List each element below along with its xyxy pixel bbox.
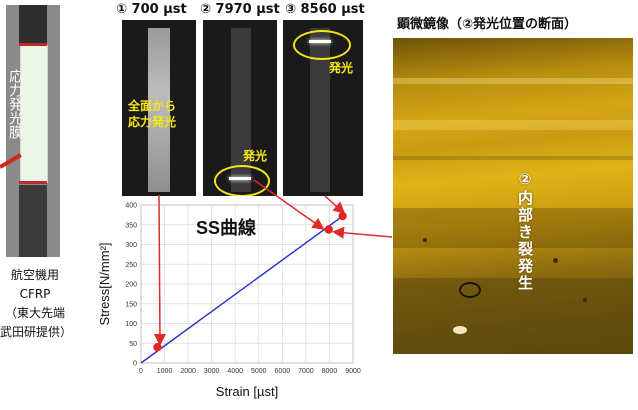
- highlight-ellipse: [293, 30, 351, 60]
- panel-2-text: 発光: [243, 149, 268, 163]
- highlight-ellipse: [214, 165, 270, 196]
- dim-specimen: [310, 28, 330, 192]
- microscope-title: 顕微鏡像（②発光位置の断面）: [397, 17, 578, 32]
- tick-labels: 0 1000 2000 3000 4000 5000 6000 7000 8000 9000 0 50…: [125, 203, 361, 376]
- chart-title: SS曲線: [196, 217, 256, 238]
- red-mark-bottom: [19, 181, 47, 184]
- panel-title-2: ② 7970 µst: [200, 2, 280, 17]
- specimen-tab-bottom: [19, 185, 47, 257]
- arrow-panel3-to-point: [324, 195, 346, 214]
- ss-curve-chart: 0 1000 2000 3000 4000 5000 6000 7000 8000 9000 0 50…: [93, 196, 383, 406]
- red-mark-top: [19, 43, 47, 46]
- texture-band: [393, 78, 633, 84]
- x-axis-label: Strain [µst]: [216, 384, 278, 399]
- x-tick-label: 2000: [180, 368, 196, 375]
- panel-title-3: ③ 8560 µst: [285, 2, 365, 17]
- y-tick-label: 50: [129, 341, 137, 348]
- speck: [553, 258, 558, 263]
- x-tick-label: 5000: [251, 368, 267, 375]
- caption-line: 航空機用: [10, 268, 59, 282]
- specimen-photo: 応力発光膜: [0, 5, 60, 257]
- debris-particle: [459, 282, 481, 298]
- specimen-caption: 航空機用 CFRP （東大先端 武田研提供）: [0, 266, 73, 342]
- texture-band: [393, 208, 633, 248]
- film-label: 応力発光膜: [7, 69, 23, 139]
- y-tick-label: 200: [125, 282, 137, 289]
- chart-svg: 0 1000 2000 3000 4000 5000 6000 7000 8000 9000 0 50…: [97, 203, 361, 400]
- panel-title-1: ① 700 µst: [116, 2, 187, 17]
- texture-band: [393, 120, 633, 130]
- caption-line: CFRP: [19, 287, 51, 301]
- texture-band: [393, 156, 633, 160]
- x-tick-label: 4000: [227, 368, 243, 375]
- speck: [423, 238, 427, 242]
- caption-line: （東大先端: [4, 306, 65, 320]
- photo-panel-3: 発光: [283, 20, 363, 196]
- panel-3-text: 発光: [329, 61, 354, 75]
- microscope-image: ②内部き裂発生: [393, 38, 633, 354]
- luminescence-spot: [309, 40, 331, 43]
- photo-panel-2: 発光: [203, 20, 277, 196]
- stress-strain-line: [140, 213, 347, 364]
- x-tick-label: 1000: [157, 368, 173, 375]
- caption-line: 武田研提供）: [0, 325, 73, 339]
- x-tick-label: 0: [139, 368, 143, 375]
- y-tick-label: 250: [125, 262, 137, 269]
- x-tick-label: 7000: [298, 368, 314, 375]
- luminescence-spot: [229, 177, 251, 180]
- y-tick-label: 0: [133, 361, 137, 368]
- texture-band: [393, 278, 633, 354]
- x-tick-label: 9000: [345, 368, 361, 375]
- arrow-microscope-to-point: [332, 226, 393, 239]
- y-axis-label: Stress[N/mm²]: [97, 242, 112, 325]
- arrow-panel1-to-point: [153, 194, 166, 346]
- x-tick-label: 8000: [322, 368, 338, 375]
- data-point-2: [324, 225, 333, 234]
- y-tick-label: 400: [125, 203, 137, 210]
- stress-luminescent-film: [20, 45, 48, 183]
- y-tick-label: 100: [125, 321, 137, 328]
- panel-1-text: 全面から 応力発光: [128, 99, 177, 129]
- arrow-panel2-to-point: [253, 179, 325, 230]
- specimen-tab-top: [19, 5, 47, 45]
- x-tick-label: 3000: [204, 368, 220, 375]
- dim-specimen: [231, 28, 251, 192]
- y-tick-label: 350: [125, 222, 137, 229]
- y-tick-label: 300: [125, 242, 137, 249]
- speck: [583, 298, 587, 302]
- microscope-overlay-label: ②内部き裂発生: [516, 170, 534, 292]
- y-tick-label: 150: [125, 301, 137, 308]
- bright-particle: [453, 326, 467, 334]
- grid: [140, 204, 354, 364]
- glowing-specimen: [148, 28, 170, 192]
- photo-panel-1: 全面から 応力発光: [122, 20, 196, 196]
- x-tick-label: 6000: [275, 368, 291, 375]
